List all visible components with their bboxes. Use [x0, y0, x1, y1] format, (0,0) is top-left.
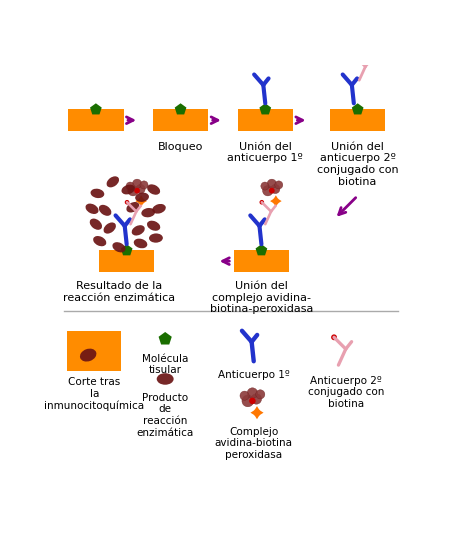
Circle shape [353, 55, 358, 59]
Circle shape [242, 395, 254, 407]
Circle shape [136, 184, 145, 193]
Ellipse shape [149, 233, 163, 242]
Circle shape [128, 186, 138, 196]
Ellipse shape [132, 225, 145, 235]
Ellipse shape [135, 193, 149, 202]
Polygon shape [135, 195, 147, 207]
Text: Anticuerpo 2º
conjugado con
biotina: Anticuerpo 2º conjugado con biotina [308, 376, 384, 409]
Circle shape [256, 390, 265, 399]
Polygon shape [270, 195, 282, 207]
Ellipse shape [112, 242, 126, 252]
Bar [99, 251, 154, 272]
Bar [153, 110, 208, 131]
Polygon shape [251, 406, 264, 419]
Text: Producto
de
reacción
enzimática: Producto de reacción enzimática [136, 393, 194, 437]
Circle shape [249, 397, 256, 404]
Polygon shape [158, 332, 172, 345]
Ellipse shape [99, 205, 111, 216]
Ellipse shape [80, 349, 96, 362]
Text: Unión del
anticuerpo 2º
conjugado con
biotina: Unión del anticuerpo 2º conjugado con bi… [317, 142, 399, 187]
Circle shape [331, 334, 337, 340]
Circle shape [263, 186, 273, 196]
Ellipse shape [147, 221, 160, 231]
Ellipse shape [134, 239, 147, 248]
Ellipse shape [126, 202, 140, 213]
Ellipse shape [93, 236, 106, 246]
Circle shape [247, 388, 258, 399]
Text: Unión del
complejo avidina-
biotina-peroxidasa: Unión del complejo avidina- biotina-pero… [210, 281, 313, 314]
Text: Anticuerpo 1º: Anticuerpo 1º [218, 370, 290, 381]
Circle shape [267, 179, 276, 188]
Text: Resultado de la
reacción enzimática: Resultado de la reacción enzimática [63, 281, 175, 303]
Ellipse shape [141, 208, 155, 217]
Circle shape [260, 200, 264, 205]
Text: Corte tras
la
inmunocitoquímica: Corte tras la inmunocitoquímica [44, 377, 144, 411]
Ellipse shape [157, 373, 174, 384]
Ellipse shape [104, 222, 116, 234]
Circle shape [270, 184, 280, 193]
Circle shape [132, 179, 142, 188]
Ellipse shape [122, 185, 135, 194]
Bar [68, 110, 124, 131]
Circle shape [126, 182, 134, 190]
Circle shape [251, 394, 261, 404]
Ellipse shape [147, 184, 160, 195]
Polygon shape [256, 244, 267, 255]
Circle shape [134, 188, 140, 193]
Circle shape [125, 200, 129, 205]
Ellipse shape [90, 188, 104, 198]
Circle shape [274, 181, 283, 189]
Text: Bloqueo: Bloqueo [158, 142, 203, 152]
Polygon shape [352, 103, 364, 114]
Text: Unión del
anticuerpo 1º: Unión del anticuerpo 1º [227, 142, 303, 164]
Circle shape [240, 391, 249, 400]
Polygon shape [175, 103, 186, 114]
Polygon shape [259, 103, 271, 114]
Text: Complejo
avidina-biotina
peroxidasa: Complejo avidina-biotina peroxidasa [215, 427, 293, 460]
Bar [68, 331, 122, 372]
Bar [330, 110, 385, 131]
Circle shape [140, 181, 148, 189]
Polygon shape [121, 244, 133, 255]
Ellipse shape [90, 219, 102, 230]
Polygon shape [90, 103, 102, 114]
Circle shape [261, 182, 269, 190]
Bar [234, 251, 289, 272]
Ellipse shape [107, 176, 119, 187]
Text: Molécula
tisular: Molécula tisular [142, 354, 189, 375]
Bar [238, 110, 293, 131]
Circle shape [269, 188, 274, 193]
Ellipse shape [86, 204, 99, 214]
Ellipse shape [152, 204, 166, 214]
